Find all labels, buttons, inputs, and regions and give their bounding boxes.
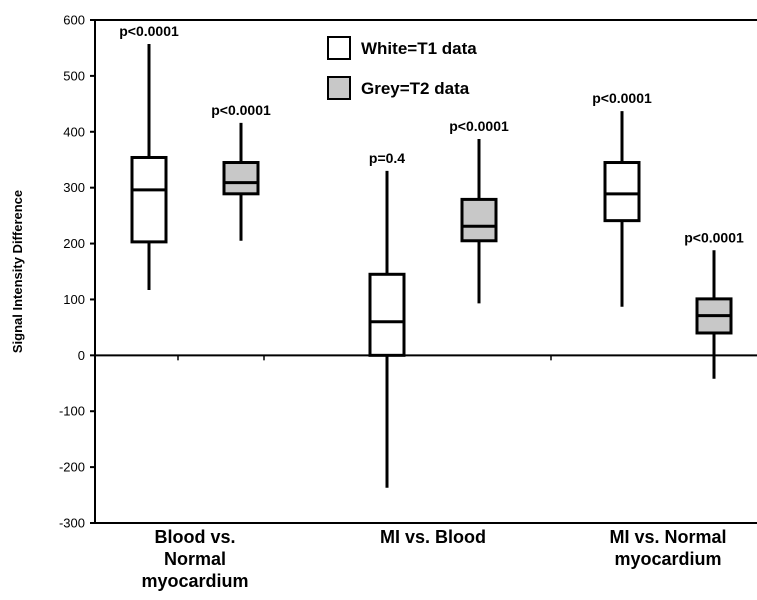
p-value-label: p<0.0001 — [449, 118, 509, 134]
legend-swatch — [327, 76, 351, 100]
category-label: MI vs. Blood — [380, 527, 486, 547]
p-value-label: p<0.0001 — [119, 23, 179, 39]
box-t2-1 — [222, 122, 260, 241]
box-iqr — [368, 272, 406, 357]
category-label-line: MI vs. Normal — [609, 527, 726, 547]
box-t2-3 — [695, 250, 733, 379]
legend-label: Grey=T2 data — [361, 79, 470, 98]
category-label: MI vs. Normal myocardium — [609, 527, 726, 569]
box-t1-3 — [603, 111, 641, 307]
y-tick-label: -100 — [59, 404, 85, 419]
labels: p<0.0001 p=0.4 p<0.0001 p<0.0001 p<0.0001 p<0… — [119, 23, 744, 591]
legend: White=T1 data Grey=T2 data — [327, 36, 477, 100]
box-iqr — [460, 197, 498, 243]
y-tick-label: -200 — [59, 460, 85, 475]
category-label-line: Blood vs. — [154, 527, 235, 547]
legend-swatch — [327, 36, 351, 60]
boxes — [130, 44, 733, 488]
category-label-line: MI vs. Blood — [380, 527, 486, 547]
y-tick-label: 100 — [63, 292, 85, 307]
legend-label: White=T1 data — [361, 39, 477, 58]
y-tick-label: 200 — [63, 236, 85, 251]
y-axis-title: Signal Intensity Difference — [10, 190, 25, 353]
y-tick-label: 0 — [78, 348, 85, 363]
p-value-label: p<0.0001 — [684, 229, 744, 245]
box-iqr — [130, 155, 168, 244]
category-label: Blood vs. Normal myocardium — [141, 527, 248, 591]
y-tick-label: 400 — [63, 124, 85, 139]
box-t2-2 — [460, 139, 498, 304]
p-value-label: p<0.0001 — [211, 102, 271, 118]
p-value-label: p=0.4 — [369, 150, 405, 166]
p-value-label: p<0.0001 — [592, 90, 652, 106]
y-tick-label: 500 — [63, 68, 85, 83]
box-iqr — [603, 161, 641, 223]
y-tick-label: 300 — [63, 180, 85, 195]
category-label-line: Normal — [164, 549, 226, 569]
box-iqr — [222, 161, 260, 196]
category-label-line: myocardium — [141, 571, 248, 591]
y-tick-label: -300 — [59, 516, 85, 531]
box-t1-1 — [130, 44, 168, 290]
box-t1-2 — [368, 170, 406, 488]
category-label-line: myocardium — [614, 549, 721, 569]
axes: -300 -200 -100 0 100 200 300 400 500 600 Signal In… — [10, 13, 757, 531]
y-tick-label: 600 — [63, 13, 85, 28]
